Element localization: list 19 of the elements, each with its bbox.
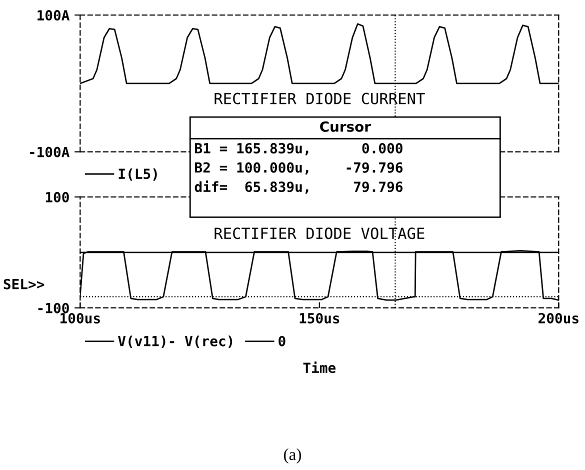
annotation: Cursor — [320, 121, 371, 132]
x-axis-title: Time — [303, 362, 336, 374]
text: dif= 65.839u, 79.796 — [194, 180, 403, 194]
x-tick-label: 200us — [538, 312, 578, 324]
y-tick-label: 100 — [46, 192, 69, 202]
x-tick-label: 150us — [300, 312, 340, 324]
legend-label: 0 — [278, 336, 286, 346]
y-tick-label: -100 — [38, 302, 69, 314]
legend-label: V(v11)- V(rec) — [118, 336, 232, 348]
y-tick-label: -100A — [30, 146, 70, 158]
x-tick-label: 100us — [60, 312, 100, 324]
annotation: RECTIFIER DIODE CURRENT — [214, 92, 425, 104]
text: SEL>> — [4, 278, 44, 290]
text: (a) — [284, 448, 302, 464]
annotation: RECTIFIER DIODE VOLTAGE — [214, 228, 424, 240]
y-tick-label: 100A — [38, 10, 70, 21]
annotation: B1 = 165.839u, 0.000 — [195, 142, 402, 156]
legend-label: I(L5) — [118, 168, 157, 181]
text: B2 = 100.000u, -79.796 — [195, 162, 403, 175]
